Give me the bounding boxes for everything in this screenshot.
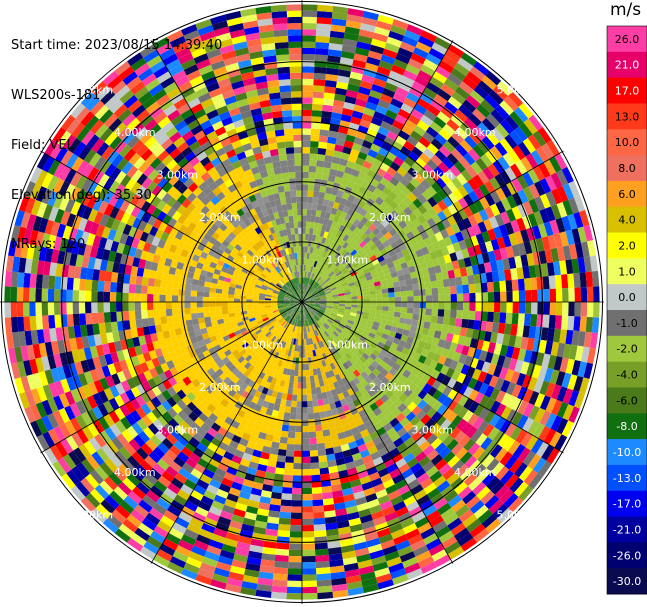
colorbar-segment <box>607 103 647 130</box>
colorbar-frame <box>606 25 647 595</box>
range-ring-label: 4.00km <box>114 126 156 139</box>
colorbar-tick-label: 4.0 <box>618 214 636 227</box>
colorbar-segment <box>607 180 647 208</box>
colorbar-segment <box>607 129 647 156</box>
colorbar-segment <box>607 232 647 259</box>
colorbar-tick-label: -6.0 <box>616 394 637 407</box>
range-ring-label: 3.00km <box>411 169 453 182</box>
range-ring-label: 2.00km <box>199 381 241 394</box>
range-ring-label: 3.00km <box>411 423 453 436</box>
colorbar-tick-label: 26.0 <box>615 33 640 46</box>
colorbar-tick-label: 8.0 <box>618 162 636 175</box>
colorbar-tick-label: -4.0 <box>616 369 637 382</box>
azimuth-spoke <box>40 301 303 454</box>
colorbar-tick-label: -30.0 <box>613 575 641 588</box>
colorbar-segment <box>607 258 647 285</box>
colorbar-segment <box>607 413 647 440</box>
range-ring-label: 1.00km <box>242 254 284 267</box>
azimuth-spoke <box>301 40 454 303</box>
colorbar-tick-label: 2.0 <box>618 239 636 252</box>
range-ring-label: 5.00km <box>72 84 114 97</box>
range-ring-label: 5.00km <box>496 508 538 521</box>
range-ring-label: 1.00km <box>242 338 284 351</box>
range-ring-label: 2.00km <box>369 381 411 394</box>
azimuth-spoke <box>40 150 303 303</box>
range-ring-label: 4.00km <box>454 126 496 139</box>
colorbar-segment <box>607 155 647 182</box>
colorbar-tick-label: -17.0 <box>613 498 641 511</box>
colorbar-segment <box>607 542 647 569</box>
range-ring-label: 2.00km <box>199 211 241 224</box>
colorbar-segment <box>607 439 647 466</box>
colorbar-segment <box>607 387 647 414</box>
colorbar-tick-label: -13.0 <box>613 472 641 485</box>
range-ring-label: 2.00km <box>369 211 411 224</box>
range-ring-label: 4.00km <box>114 466 156 479</box>
nrays-text: NRays: 120 <box>11 237 86 253</box>
azimuth-spoke <box>301 150 564 303</box>
colorbar-segment <box>607 310 647 337</box>
colorbar-segment <box>607 464 647 492</box>
colorbar-segment <box>607 77 647 104</box>
colorbar-tick-label: 6.0 <box>618 188 636 201</box>
range-ring-label: 5.00km <box>496 84 538 97</box>
colorbar-tick-label: -10.0 <box>613 446 641 459</box>
colorbar-segment <box>607 206 647 234</box>
range-ring-labels: 1.00km 1.00km 1.00km 1.00km 2.00km 2.00km 2.00… <box>72 84 539 522</box>
velocity-gates <box>4 4 600 600</box>
scan-info: Start time: 2023/08/15 14:39:40 WLS200s-… <box>11 5 222 271</box>
colorbar-tick-label: -26.0 <box>613 549 641 562</box>
colorbar-segment <box>607 51 647 79</box>
range-ring-label: 3.00km <box>157 423 199 436</box>
range-ring-label: 1.00km <box>326 338 368 351</box>
colorbar-tick-label: 21.0 <box>615 59 640 72</box>
colorbar-tick-label: 10.0 <box>615 136 640 149</box>
colorbar-tick-label: -21.0 <box>613 523 641 536</box>
azimuth-spoke <box>150 301 303 564</box>
azimuth-spoke <box>301 301 454 564</box>
azimuth-spokes <box>0 0 604 604</box>
range-ring-label: 3.00km <box>157 169 199 182</box>
colorbar-tick-label: -8.0 <box>616 420 637 433</box>
colorbar-tick-label: 13.0 <box>615 110 640 123</box>
colorbar-segment <box>607 284 647 311</box>
colorbar-unit: m/s <box>610 0 642 20</box>
colorbar-segment <box>607 26 647 53</box>
colorbar-tick-label: -2.0 <box>616 343 637 356</box>
colorbar-segment <box>607 490 647 518</box>
azimuth-spoke <box>301 301 564 454</box>
range-ring-label: 4.00km <box>454 466 496 479</box>
range-ring-label: 5.00km <box>72 508 114 521</box>
colorbar-segment <box>607 568 647 595</box>
start-time-text: Start time: 2023/08/15 14:39:40 <box>11 38 223 54</box>
instrument-text: WLS200s-181 <box>11 87 101 103</box>
colorbar-segment <box>607 361 647 388</box>
colorbar-tick-label: 0.0 <box>618 291 636 304</box>
colorbar-tick-label: 17.0 <box>615 85 640 98</box>
colorbar-segment <box>607 516 647 543</box>
colorbar-segment <box>607 335 647 363</box>
colorbar: 26.0 21.0 17.0 13.0 10.0 8.0 6.0 4.0 2.0 1.0 0.0 -1… <box>606 25 647 595</box>
elevation-text: Elevation(deg): 35.30 <box>11 187 152 203</box>
range-ring-label: 1.00km <box>326 254 368 267</box>
colorbar-tick-label: -1.0 <box>616 317 637 330</box>
field-text: Field: VEL <box>11 137 74 153</box>
colorbar-tick-label: 1.0 <box>618 265 636 278</box>
azimuth-spoke <box>150 40 303 303</box>
